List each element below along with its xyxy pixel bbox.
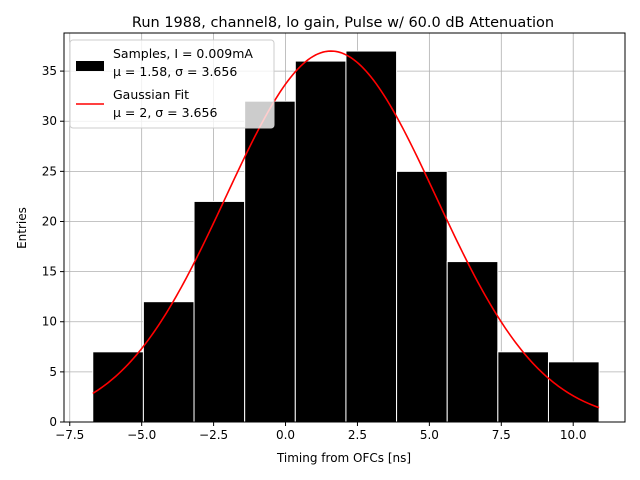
fit-layer: [92, 50, 600, 409]
x-tick-label: −7.5: [55, 428, 84, 442]
x-tick-label: 0.0: [276, 428, 295, 442]
x-axis-ticks: −7.5 −5.0 −2.5 0.0 2.5 5.0 7.5 10.0: [55, 422, 587, 442]
histogram-bar: [547, 361, 600, 423]
histogram-bars: [92, 50, 600, 423]
x-tick-label: 7.5: [492, 428, 511, 442]
x-tick-label: 10.0: [560, 428, 587, 442]
x-tick-label: 2.5: [348, 428, 367, 442]
y-tick-label: 10: [42, 315, 57, 329]
y-tick-label: 35: [42, 64, 57, 78]
y-axis-ticks: 0 5 10 15 20 25 30 35: [42, 64, 64, 429]
legend-fit-label: Gaussian Fit: [113, 87, 189, 102]
x-tick-label: −5.0: [127, 428, 156, 442]
y-axis-label: Entries: [15, 207, 29, 249]
histogram-bar: [142, 301, 195, 423]
histogram-bar: [396, 170, 448, 423]
histogram-bar: [244, 100, 296, 423]
histogram-bar: [294, 60, 347, 423]
gaussian-fit-curve: [92, 50, 600, 409]
y-tick-label: 15: [42, 265, 57, 279]
y-tick-label: 5: [49, 365, 57, 379]
x-axis-label: Timing from OFCs [ns]: [276, 451, 411, 465]
y-tick-label: 30: [42, 114, 57, 128]
histogram-bar: [497, 351, 549, 423]
legend-samples-stats: μ = 1.58, σ = 3.656: [113, 64, 237, 79]
y-tick-label: 25: [42, 164, 57, 178]
legend-samples-label: Samples, I = 0.009mA: [113, 46, 253, 61]
y-tick-label: 0: [49, 415, 57, 429]
histogram-bar: [345, 50, 398, 423]
histogram-bar: [92, 351, 144, 423]
chart-title: Run 1988, channel8, lo gain, Pulse w/ 60…: [132, 15, 554, 31]
legend-samples-swatch: [76, 61, 104, 71]
axes-frame: [63, 32, 626, 423]
histogram-bar: [446, 261, 499, 423]
x-tick-label: 5.0: [420, 428, 439, 442]
legend-fit-stats: μ = 2, σ = 3.656: [113, 105, 217, 120]
histogram-bar: [193, 200, 246, 423]
legend: Samples, I = 0.009mA μ = 1.58, σ = 3.656…: [69, 39, 275, 129]
x-tick-label: −2.5: [199, 428, 228, 442]
legend-box: [69, 39, 275, 129]
y-tick-label: 20: [42, 214, 57, 228]
